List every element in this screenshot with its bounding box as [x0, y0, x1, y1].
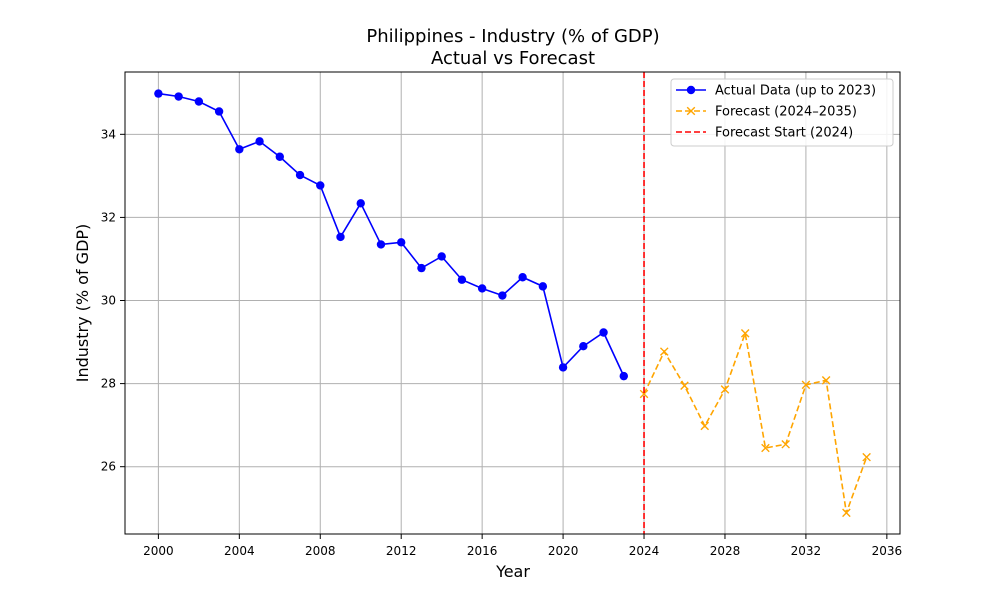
data-point-forecast	[659, 347, 669, 356]
data-point-actual	[214, 107, 224, 116]
data-point-actual	[498, 291, 507, 300]
legend-label: Forecast Start (2024)	[715, 126, 853, 141]
axes: 2000 2004 2008 2012 2016 2020 2024 2028 2032 2036…	[101, 127, 902, 558]
y-tick-label: 26	[101, 460, 116, 474]
data-point-actual	[619, 371, 628, 381]
data-point-actual	[194, 97, 204, 106]
y-tick-label: 30	[101, 294, 116, 308]
series-line-forecast	[643, 330, 868, 514]
data-point-actual	[558, 363, 568, 372]
data-point-actual	[579, 342, 588, 351]
legend-item-forecast-start: Forecast Start (2024)	[676, 126, 853, 141]
x-tick-label: 2036	[872, 544, 903, 558]
data-point-forecast	[700, 421, 710, 431]
legend-label: Forecast (2024–2035)	[715, 105, 857, 120]
chart-title-line1: Philippines - Industry (% of GDP)	[366, 26, 659, 47]
data-point-actual	[336, 232, 345, 242]
data-point-actual	[437, 252, 446, 261]
x-axis-label: Year	[495, 562, 530, 581]
legend-item-actual: Actual Data (up to 2023)	[676, 84, 876, 99]
data-point-forecast	[639, 389, 649, 399]
data-point-actual	[376, 240, 386, 249]
data-point-actual	[235, 145, 244, 154]
data-point-actual	[538, 282, 548, 291]
legend-marker	[686, 85, 696, 95]
data-point-actual	[356, 199, 365, 208]
plot-frame	[124, 71, 901, 535]
data-point-actual	[599, 328, 608, 337]
plot-area	[154, 72, 871, 534]
series-line-actual	[158, 92, 625, 377]
y-axis-label: Industry (% of GDP)	[73, 224, 92, 383]
x-tick-label: 2012	[386, 544, 417, 558]
data-point-forecast	[781, 439, 790, 449]
legend-item-forecast: Forecast (2024–2035)	[676, 105, 857, 120]
data-point-forecast	[842, 508, 851, 518]
data-point-actual	[174, 92, 183, 101]
data-point-forecast	[821, 375, 831, 385]
data-point-forecast	[761, 443, 770, 453]
data-point-actual	[295, 170, 305, 180]
data-point-forecast	[740, 329, 750, 338]
data-point-actual	[255, 137, 264, 146]
x-tick-label: 2004	[224, 544, 255, 558]
x-tick-label: 2024	[629, 544, 660, 558]
x-tick-label: 2020	[548, 544, 579, 558]
x-tick-label: 2016	[467, 544, 498, 558]
grid	[125, 72, 900, 534]
data-point-forecast	[801, 380, 811, 390]
legend-box	[670, 78, 894, 147]
data-point-actual	[316, 181, 325, 190]
legend: Actual Data (up to 2023) Forecast (2024–2…	[670, 78, 894, 147]
y-tick-label: 28	[101, 377, 116, 391]
data-point-actual	[397, 238, 406, 247]
legend-label: Actual Data (up to 2023)	[715, 84, 876, 99]
data-point-actual	[417, 263, 426, 273]
chart-title-line2: Actual vs Forecast	[431, 48, 595, 69]
data-point-forecast	[720, 385, 730, 394]
data-point-actual	[275, 152, 284, 161]
data-point-forecast	[680, 381, 689, 390]
data-point-actual	[518, 273, 527, 282]
x-tick-label: 2032	[791, 544, 822, 558]
data-point-actual	[457, 275, 467, 284]
data-point-actual	[154, 89, 163, 98]
x-tick-label: 2008	[305, 544, 336, 558]
x-tick-label: 2000	[143, 544, 174, 558]
y-tick-label: 32	[101, 210, 116, 224]
data-point-forecast	[862, 452, 871, 462]
y-tick-label: 34	[101, 127, 116, 141]
x-tick-label: 2028	[710, 544, 741, 558]
data-point-actual	[477, 284, 487, 293]
